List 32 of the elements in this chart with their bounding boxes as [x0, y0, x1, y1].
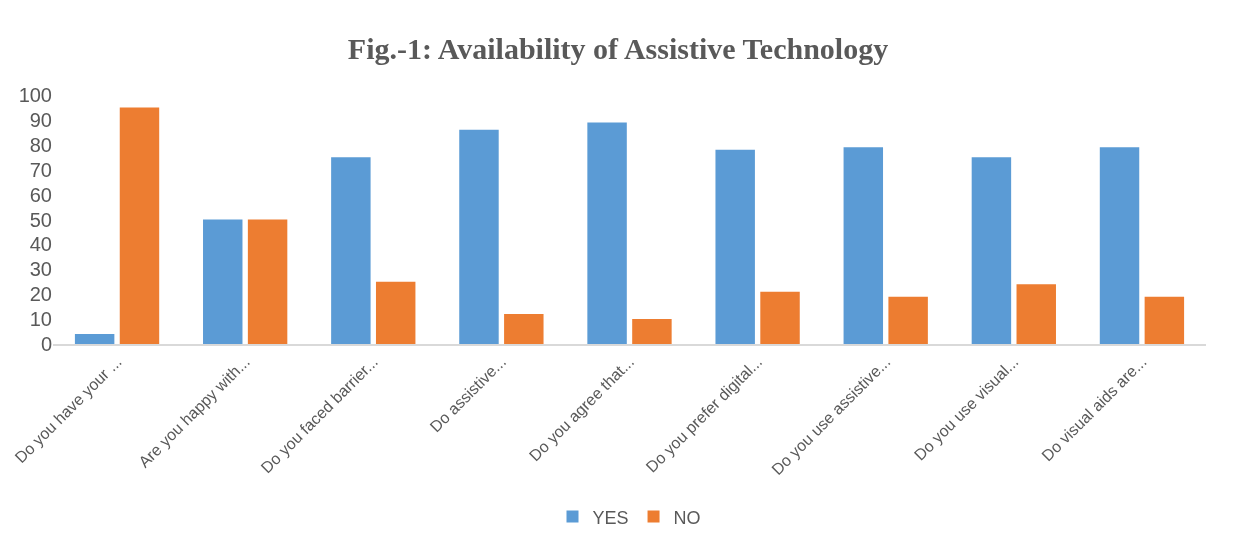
legend-label: YES	[592, 507, 629, 528]
bar	[74, 334, 115, 344]
bar	[888, 296, 928, 344]
bar	[632, 319, 672, 344]
bar	[247, 219, 288, 344]
bar	[504, 314, 544, 344]
y-tick-label: 60	[29, 183, 52, 206]
bar	[459, 129, 499, 344]
bar	[843, 147, 884, 344]
bar	[1016, 284, 1056, 344]
bar	[760, 291, 800, 344]
chart-title: Fig.-1: Availability of Assistive Technology	[347, 32, 889, 66]
bar	[1099, 147, 1140, 344]
bar	[715, 149, 755, 344]
bar	[119, 107, 160, 344]
y-tick-label: 50	[29, 208, 52, 231]
bar	[971, 157, 1012, 344]
y-tick-label: 90	[29, 108, 52, 131]
legend-label: NO	[673, 507, 701, 528]
y-tick-label: 0	[40, 333, 52, 355]
bar	[375, 281, 416, 344]
bar	[587, 122, 627, 344]
bar	[331, 157, 371, 344]
bar	[203, 219, 243, 344]
y-tick-label: 20	[29, 283, 52, 306]
y-tick-label: 10	[29, 308, 52, 331]
y-tick-label: 80	[29, 133, 52, 156]
y-tick-label: 40	[29, 233, 52, 256]
y-tick-label: 30	[29, 258, 52, 281]
y-tick-label: 70	[29, 158, 52, 181]
y-tick-label: 100	[18, 84, 52, 106]
bar	[1144, 296, 1185, 344]
